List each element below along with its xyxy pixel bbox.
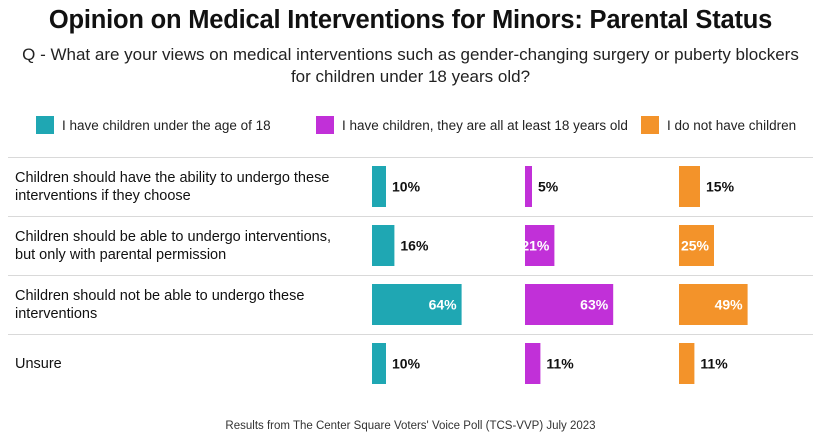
chart-title: Opinion on Medical Interventions for Min… [48, 6, 773, 34]
legend-label-under-18: I have children under the age of 18 [62, 117, 271, 133]
bar-series1-row1 [525, 225, 555, 266]
bar-series1-row0 [525, 166, 532, 207]
row-label-line: interventions if they choose [15, 188, 191, 204]
row-divider [8, 157, 813, 158]
legend-item-under-18: I have children under the age of 18 [36, 114, 271, 136]
data-label-series0-row3: 10% [392, 356, 421, 372]
bar-series0-row0 [372, 166, 386, 207]
row-label-line: Children should be able to undergo inter… [15, 229, 331, 245]
row-label-not-able: Children should not be able to undergo t… [15, 284, 355, 326]
legend-swatch-under-18 [36, 116, 54, 134]
bar-series2-row3 [679, 343, 695, 384]
bar-series0-row2 [372, 284, 462, 325]
bar-series2-row2 [679, 284, 748, 325]
bar-series1-row2 [525, 284, 614, 325]
row-label-unsure: Unsure [15, 343, 355, 385]
data-label-series2-row2: 49% [715, 297, 744, 313]
row-label-line: Children should not be able to undergo t… [15, 288, 305, 304]
bar-series0-row3 [372, 343, 386, 384]
bar-series2-row1 [679, 225, 714, 266]
legend-swatch-no-children [641, 116, 659, 134]
subtitle-line-1: Q - What are your views on medical inter… [22, 45, 799, 64]
row-label-choose: Children should have the ability to unde… [15, 166, 355, 208]
data-label-series0-row1: 16% [400, 238, 429, 254]
legend-item-no-children: I do not have children [641, 114, 796, 136]
row-label-line: interventions [15, 306, 98, 322]
data-label-series0-row0: 10% [392, 179, 421, 195]
bar-series2-row0 [679, 166, 700, 207]
bar-series0-row1 [372, 225, 395, 266]
data-label-series1-row1: 21% [521, 238, 550, 254]
data-label-series1-row2: 63% [580, 297, 609, 313]
data-label-series2-row0: 15% [706, 179, 735, 195]
row-label-parental-permission: Children should be able to undergo inter… [15, 225, 355, 267]
subtitle-line-2: for children under 18 years old? [290, 67, 531, 86]
row-divider [8, 334, 813, 335]
legend-label-no-children: I do not have children [667, 117, 797, 133]
row-label-line: Children should have the ability to unde… [15, 170, 330, 186]
source-footer: Results from The Center Square Voters' V… [225, 420, 596, 432]
data-label-series2-row1: 25% [681, 238, 710, 254]
data-label-series1-row3: 11% [546, 356, 574, 372]
row-divider [8, 216, 813, 217]
legend-label-adult-children: I have children, they are all at least 1… [342, 117, 628, 133]
row-label-line: Unsure [15, 356, 62, 372]
legend-swatch-adult-children [316, 116, 334, 134]
chart-subtitle: Q - What are your views on medical inter… [0, 44, 821, 88]
row-divider [8, 275, 813, 276]
data-label-series1-row0: 5% [538, 179, 559, 195]
data-label-series0-row2: 64% [429, 297, 458, 313]
data-label-series2-row3: 11% [700, 356, 728, 372]
bar-series1-row3 [525, 343, 541, 384]
legend-item-adult-children: I have children, they are all at least 1… [316, 114, 628, 136]
row-label-line: but only with parental permission [15, 247, 227, 263]
